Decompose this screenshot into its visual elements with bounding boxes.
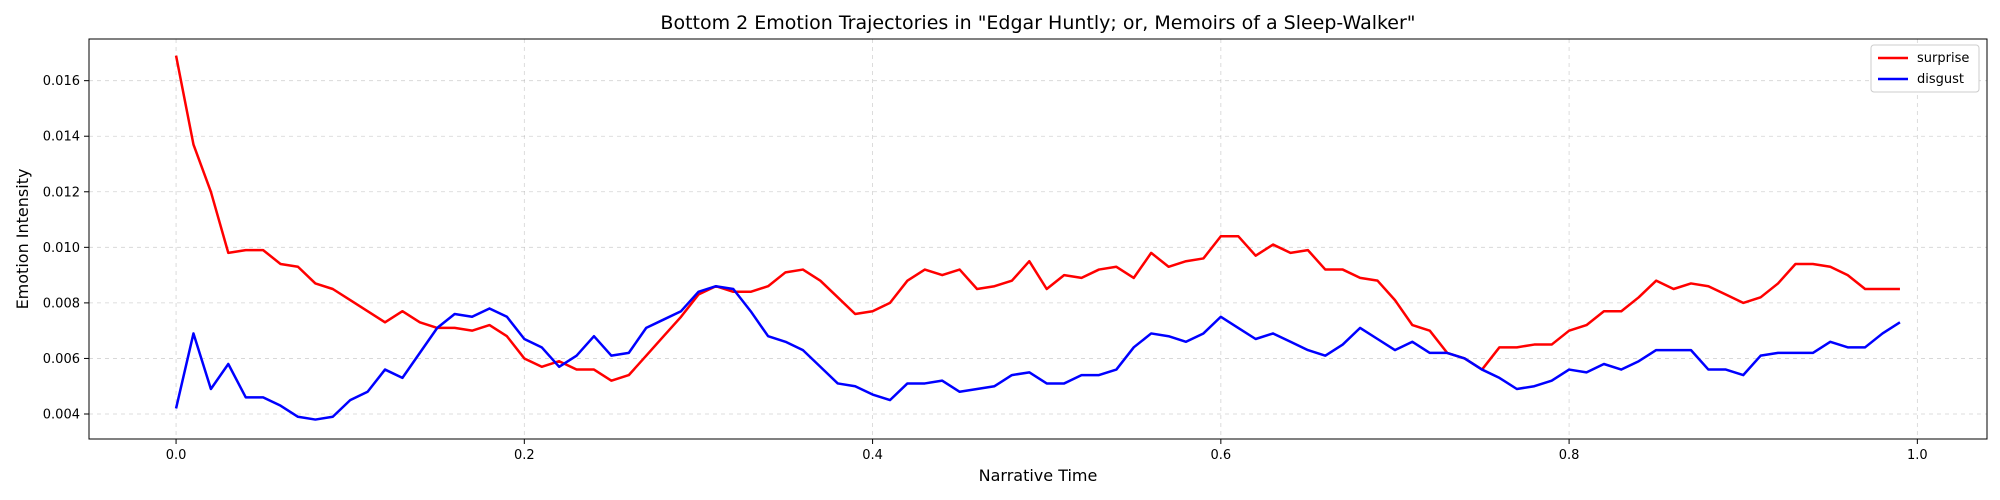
x-tick-label: 1.0 — [1907, 448, 1928, 463]
y-tick-label: 0.012 — [43, 185, 80, 200]
legend: surprise disgust — [1870, 44, 1980, 93]
y-axis-ticks: 0.004 0.006 0.008 0.010 0.012 0.014 0.016 — [43, 74, 89, 423]
series-line-surprise — [174, 55, 1900, 382]
x-tick-label: 0.8 — [1559, 448, 1580, 463]
y-tick-label: 0.004 — [43, 408, 80, 423]
plot-frame — [88, 38, 1988, 440]
x-tick-label: 0.6 — [1210, 448, 1231, 463]
chart-title: Bottom 2 Emotion Trajectories in "Edgar … — [660, 12, 1415, 34]
series-lines — [174, 55, 1901, 421]
y-axis-label: Emotion Intensity — [13, 169, 32, 310]
x-axis-ticks: 0.0 0.2 0.4 0.6 0.8 1.0 — [166, 439, 1928, 463]
y-tick-label: 0.008 — [43, 296, 80, 311]
legend-label-surprise: surprise — [1917, 51, 1969, 66]
y-tick-label: 0.016 — [43, 74, 80, 89]
x-tick-label: 0.4 — [862, 448, 883, 463]
x-tick-label: 0.2 — [514, 448, 535, 463]
series-line-disgust — [174, 284, 1901, 421]
x-tick-label: 0.0 — [166, 448, 187, 463]
y-tick-label: 0.010 — [43, 241, 80, 256]
x-axis-label: Narrative Time — [979, 466, 1098, 485]
legend-label-disgust: disgust — [1917, 72, 1964, 87]
grid-lines — [89, 39, 1987, 439]
y-tick-label: 0.006 — [43, 352, 80, 367]
y-tick-label: 0.014 — [43, 130, 80, 145]
